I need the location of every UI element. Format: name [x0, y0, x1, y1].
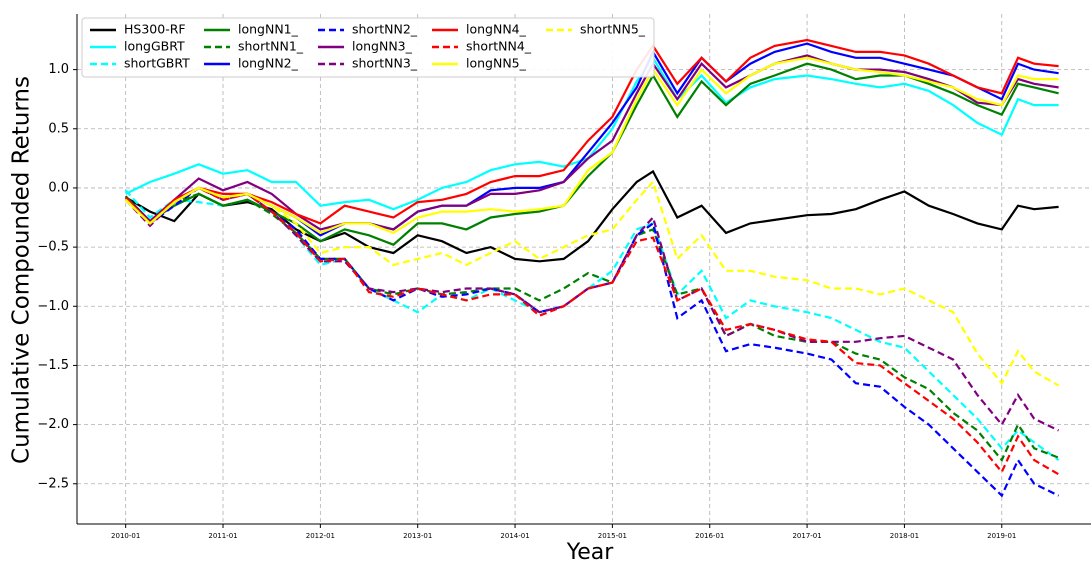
legend-label: shortNN2_ — [352, 22, 418, 37]
y-tick-label: −0.5 — [37, 240, 69, 255]
series-line — [124, 62, 1059, 246]
x-tick-label: 2016-01 — [695, 532, 724, 540]
y-axis-label: Cumulative Compounded Returns — [9, 76, 35, 464]
legend-label: longNN2_ — [238, 56, 299, 71]
legend-label: longNN4_ — [466, 22, 527, 37]
x-tick-label: 2012-01 — [306, 532, 335, 540]
series-line — [124, 56, 1059, 235]
legend-label: shortNN5_ — [580, 22, 646, 37]
x-tick-label: 2015-01 — [598, 532, 627, 540]
y-tick-label: −1.5 — [37, 358, 69, 373]
legend-label: longNN3_ — [352, 39, 413, 54]
y-tick-label: −2.5 — [37, 476, 69, 491]
x-tick-label: 2013-01 — [403, 532, 432, 540]
x-tick-label: 2011-01 — [208, 532, 237, 540]
y-tick-label: −2.0 — [37, 417, 69, 432]
x-tick-label: 2019-01 — [987, 532, 1016, 540]
legend-label: longGBRT — [124, 39, 185, 54]
y-tick-label: 0.5 — [48, 121, 69, 136]
x-tick-label: 2014-01 — [500, 532, 529, 540]
legend-label: shortNN4_ — [466, 39, 532, 54]
series-line — [125, 169, 1059, 263]
x-tick-label: 2018-01 — [890, 532, 919, 540]
series-line — [124, 186, 1060, 476]
y-tick-label: −1.0 — [37, 299, 69, 314]
legend-label: longNN5_ — [466, 56, 527, 71]
series-line — [125, 55, 1059, 211]
legend-label: longNN1_ — [238, 22, 299, 37]
legend-box — [81, 17, 655, 78]
legend-label: shortNN1_ — [238, 39, 304, 54]
series-line — [124, 38, 1059, 225]
legend: HS300-RF longGBRT shortGBRT longNN1_ shortNN… — [81, 17, 655, 78]
series-line — [124, 179, 1060, 387]
series-line — [124, 186, 1060, 498]
x-tick-label: 2010-01 — [111, 532, 140, 540]
legend-label: shortNN3_ — [352, 56, 418, 71]
x-axis-label: Year — [566, 540, 615, 564]
y-tick-label: 0.0 — [48, 180, 69, 195]
x-tick-label: 2017-01 — [792, 532, 821, 540]
legend-label: shortGBRT — [124, 56, 190, 71]
series-line — [124, 54, 1059, 231]
legend-label: HS300-RF — [124, 22, 186, 37]
series-line — [124, 189, 1060, 461]
y-tick-label: 1.0 — [48, 62, 69, 77]
